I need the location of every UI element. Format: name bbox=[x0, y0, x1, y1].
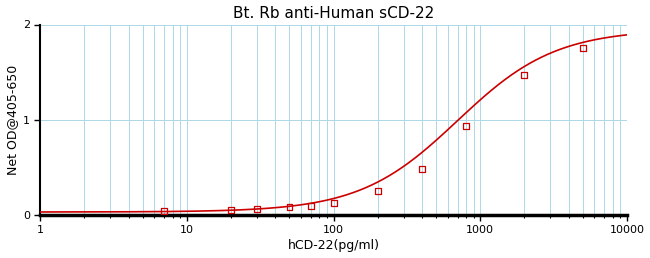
Point bbox=[372, 189, 383, 193]
X-axis label: hCD-22(pg/ml): hCD-22(pg/ml) bbox=[287, 239, 380, 252]
Point bbox=[306, 204, 316, 208]
Title: Bt. Rb anti-Human sCD-22: Bt. Rb anti-Human sCD-22 bbox=[233, 6, 434, 21]
Point bbox=[461, 124, 471, 128]
Point bbox=[519, 73, 530, 77]
Y-axis label: Net OD@405-650: Net OD@405-650 bbox=[6, 64, 19, 175]
Point bbox=[252, 207, 262, 211]
Point bbox=[578, 46, 588, 50]
Point bbox=[284, 205, 294, 209]
Point bbox=[417, 167, 427, 171]
Point bbox=[226, 208, 237, 212]
Point bbox=[328, 201, 339, 206]
Point bbox=[159, 209, 170, 213]
